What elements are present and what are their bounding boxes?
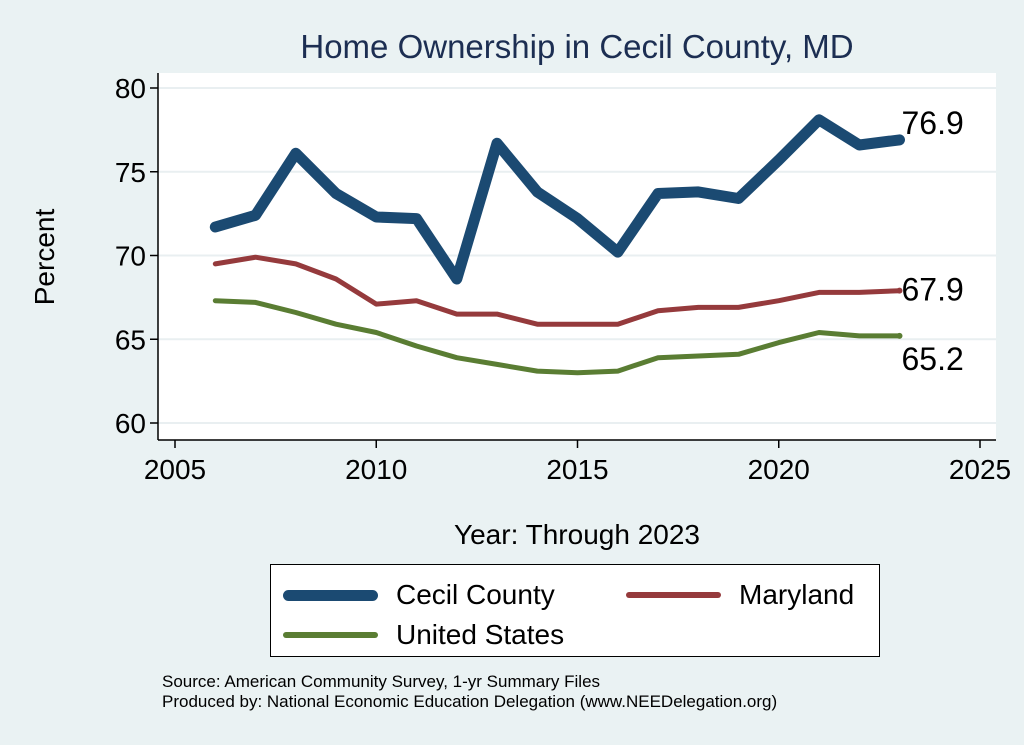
legend-swatch-cecil-county xyxy=(283,589,378,601)
end-label-cecil-county: 76.9 xyxy=(902,105,964,141)
end-labels: 76.9 67.9 65.2 xyxy=(902,105,964,377)
y-tick-label-60: 60 xyxy=(115,408,146,439)
x-tick-label-2025: 2025 xyxy=(949,454,1011,485)
source-note: Source: American Community Survey, 1-yr … xyxy=(162,672,601,691)
legend-swatch-maryland xyxy=(626,592,721,598)
y-tick-label-75: 75 xyxy=(115,157,146,188)
end-label-maryland: 67.9 xyxy=(902,272,964,308)
series-end-point-cecil-county xyxy=(896,136,903,143)
x-tick-label-2010: 2010 xyxy=(345,454,407,485)
legend-swatch-united-states xyxy=(283,632,378,638)
chart-title: Home Ownership in Cecil County, MD xyxy=(300,28,853,65)
series-line-cecil-county xyxy=(209,114,905,285)
footnotes: Source: American Community Survey, 1-yr … xyxy=(162,672,777,712)
axes: 60 65 70 75 80 2005 2010 2015 2020 2025 xyxy=(115,73,1011,485)
legend-entry-united-states: United States xyxy=(283,617,564,653)
legend-label-united-states: United States xyxy=(396,619,565,650)
x-tick-label-2015: 2015 xyxy=(546,454,608,485)
legend-entry-cecil-county: Cecil County xyxy=(283,577,555,613)
y-tick-label-80: 80 xyxy=(115,73,146,104)
y-tick-label-65: 65 xyxy=(115,324,146,355)
y-axis-title: Percent xyxy=(29,209,60,306)
x-axis-title: Year: Through 2023 xyxy=(454,519,700,550)
legend-label-cecil-county: Cecil County xyxy=(396,579,555,610)
series-end-point-maryland xyxy=(896,287,903,294)
gridlines xyxy=(158,87,996,424)
legend: Cecil County Maryland United States xyxy=(270,564,880,657)
end-label-united-states: 65.2 xyxy=(902,341,964,377)
x-tick-label-2020: 2020 xyxy=(748,454,810,485)
legend-label-maryland: Maryland xyxy=(739,579,855,610)
producer-note: Produced by: National Economic Education… xyxy=(162,692,778,711)
series-end-point-united-states xyxy=(896,332,903,339)
legend-entry-maryland: Maryland xyxy=(626,577,854,613)
x-tick-label-2005: 2005 xyxy=(144,454,206,485)
y-tick-label-70: 70 xyxy=(115,241,146,272)
series-lines xyxy=(209,114,905,376)
series-line-united-states xyxy=(212,298,902,376)
series-line-maryland xyxy=(212,254,902,327)
